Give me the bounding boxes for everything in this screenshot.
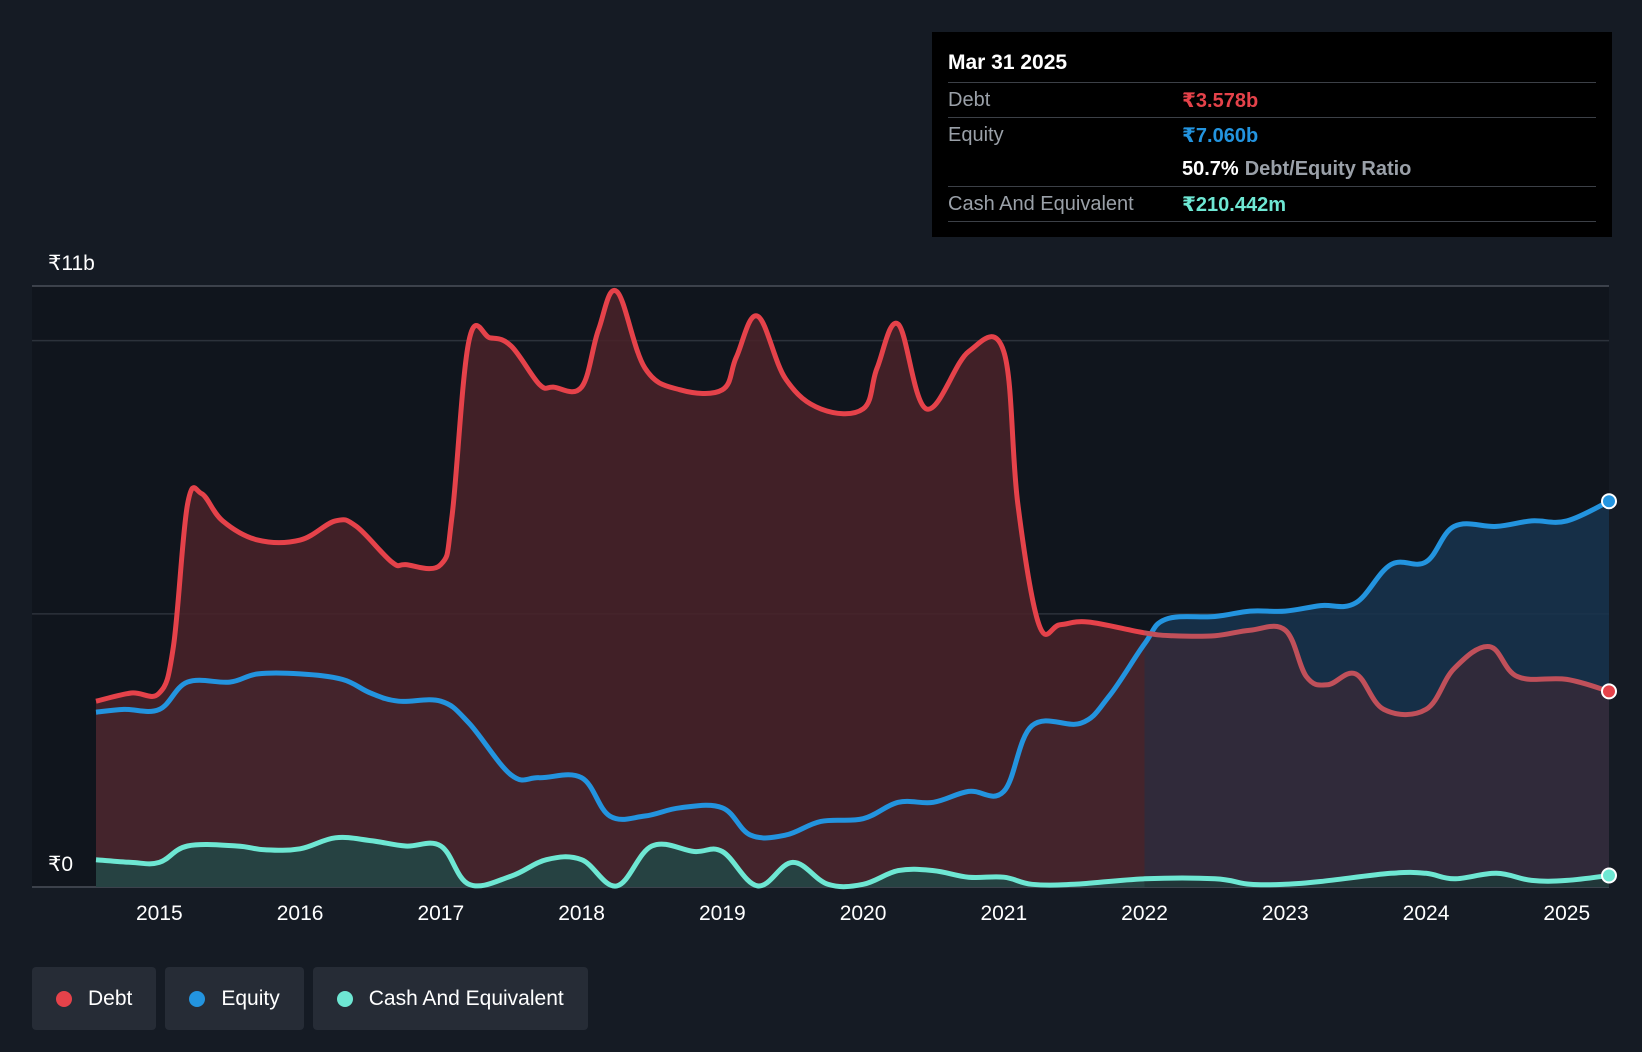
y-axis-labels: ₹11b ₹0 — [48, 252, 95, 876]
x-tick-label: 2022 — [1121, 902, 1168, 925]
y-tick-label-zero: ₹0 — [48, 853, 73, 876]
series-areas — [96, 290, 1609, 887]
debt-area-before — [96, 290, 1145, 887]
legend-item-cash[interactable]: Cash And Equivalent — [312, 967, 588, 1030]
cash-end-marker — [1601, 867, 1617, 884]
x-tick-label: 2019 — [699, 902, 746, 925]
tooltip-cash-row: Cash And Equivalent ₹210.442m — [948, 186, 1596, 222]
cash-line-recent — [1144, 869, 1610, 888]
legend: Debt Equity Cash And Equivalent — [32, 967, 588, 1030]
tooltip-ratio-row: 50.7% Debt/Equity Ratio — [948, 152, 1596, 186]
tooltip-date: Mar 31 2025 — [948, 51, 1068, 74]
tooltip-equity-value: ₹7.060b — [1182, 124, 1259, 147]
debt-line-recent — [1144, 623, 1610, 718]
legend-item-debt[interactable]: Debt — [32, 967, 157, 1030]
end-markers — [1601, 493, 1617, 884]
equity-end-marker — [1601, 493, 1617, 510]
debt-dot-icon — [56, 990, 72, 1007]
series-lines — [95, 287, 1611, 890]
x-tick-label: 2015 — [136, 902, 183, 925]
legend-debt-label: Debt — [88, 986, 133, 1010]
x-tick-label: 2016 — [277, 902, 324, 925]
tooltip-debt-row: Debt ₹3.578b — [948, 82, 1596, 117]
tooltip-debt-value: ₹3.578b — [1182, 89, 1259, 112]
legend-equity-label: Equity — [221, 986, 280, 1010]
x-tick-label: 2020 — [840, 902, 887, 925]
equity-line — [95, 639, 1145, 841]
cash-dot-icon — [336, 990, 353, 1007]
equity-line-recent — [1144, 499, 1611, 649]
y-tick-label-max: ₹11b — [48, 252, 95, 275]
x-tick-label: 2021 — [980, 902, 1027, 925]
cash-area-before — [96, 837, 1145, 887]
debt-area-after — [1144, 626, 1609, 887]
tooltip-ratio-value: 50.7% — [1182, 157, 1239, 180]
tooltip-equity-label: Equity — [948, 123, 1004, 146]
cash-area-after — [1144, 872, 1609, 887]
debt-line — [95, 287, 1145, 704]
tooltip-equity-row: Equity ₹7.060b — [948, 117, 1596, 152]
debt-end-marker — [1601, 683, 1617, 700]
tooltip-debt-label: Debt — [948, 88, 991, 111]
tooltip-cash-label: Cash And Equivalent — [948, 192, 1134, 215]
x-tick-label: 2024 — [1403, 902, 1450, 925]
x-tick-label: 2023 — [1262, 902, 1309, 925]
tooltip-panel: Mar 31 2025 Debt ₹3.578b Equity ₹7.060b … — [932, 32, 1612, 237]
cash-line — [95, 834, 1145, 890]
x-axis-labels: 2015 2016 2017 2018 2019 2020 2021 2022 2023 2024… — [136, 902, 1590, 925]
x-tick-label: 2025 — [1543, 902, 1590, 925]
equity-dot-icon — [189, 990, 206, 1007]
x-tick-label: 2018 — [558, 902, 605, 925]
legend-cash-label: Cash And Equivalent — [368, 986, 564, 1010]
tooltip-ratio-label: Debt/Equity Ratio — [1244, 157, 1412, 180]
tooltip-cash-value: ₹210.442m — [1182, 193, 1286, 216]
x-tick-label: 2017 — [417, 902, 464, 925]
legend-item-equity[interactable]: Equity — [165, 967, 304, 1030]
